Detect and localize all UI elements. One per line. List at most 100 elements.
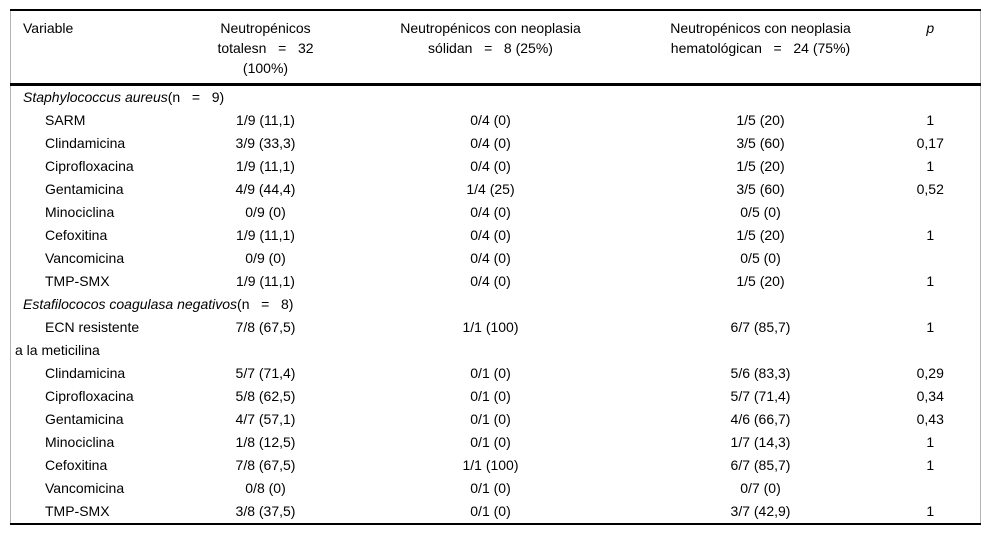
table-row: ECN resistente a la meticilina 7/8 (67,5… — [11, 316, 981, 362]
variable-cell: Ciprofloxacina — [45, 158, 134, 174]
hematologic-cell: 6/7 (85,7) — [730, 319, 791, 335]
p-value-cell: 1 — [926, 434, 935, 450]
column-header-variable: Variable — [10, 10, 191, 86]
variable-line2: a la meticilina — [15, 342, 100, 358]
variable-cell: Minociclina — [45, 204, 115, 220]
total-cell: 0/8 (0) — [245, 480, 286, 496]
hematologic-cell: 0/7 (0) — [740, 480, 781, 496]
hematologic-cell: 6/7 (85,7) — [730, 457, 791, 473]
variable-cell: Minociclina — [45, 434, 115, 450]
variable-cell: Gentamicina — [45, 181, 124, 197]
solid-tumor-cell: 0/4 (0) — [470, 112, 511, 128]
total-cell: 4/7 (57,1) — [235, 411, 296, 427]
table-row: Ciprofloxacina 5/8 (62,5) 0/1 (0) 5/7 (7… — [11, 385, 981, 408]
table-row: Vancomicina 0/9 (0) 0/4 (0) 0/5 (0) — [11, 247, 981, 270]
variable-cell: Clindamicina — [45, 365, 126, 381]
total-cell: 1/8 (12,5) — [235, 434, 296, 450]
solid-tumor-cell: 0/1 (0) — [470, 388, 511, 404]
p-value-cell: 0,52 — [916, 181, 944, 197]
variable-cell: SARM — [45, 112, 86, 128]
p-value-cell: 1 — [926, 503, 935, 519]
solid-tumor-cell: 0/1 (0) — [470, 434, 511, 450]
p-value-cell: 1 — [926, 273, 935, 289]
solid-tumor-cell: 1/1 (100) — [462, 319, 519, 335]
hematologic-cell: 5/6 (83,3) — [730, 365, 791, 381]
solid-tumor-cell: 0/4 (0) — [470, 204, 511, 220]
table-row: Cefoxitina 1/9 (11,1) 0/4 (0) 1/5 (20) 1 — [11, 224, 981, 247]
p-value-cell — [881, 201, 981, 224]
section-name: Staphylococcus aureus — [23, 89, 168, 105]
solid-tumor-cell: 0/4 (0) — [470, 158, 511, 174]
table-row: Clindamicina 3/9 (33,3) 0/4 (0) 3/5 (60)… — [11, 132, 981, 155]
total-cell: 7/8 (67,5) — [235, 319, 296, 335]
column-header-solid-tumor-line2: sólidan = 8 (25%) — [428, 40, 553, 56]
p-value-cell: 0,34 — [916, 388, 944, 404]
p-value-cell: 1 — [926, 227, 935, 243]
table-row: Minociclina 0/9 (0) 0/4 (0) 0/5 (0) — [11, 201, 981, 224]
section-n: (n = 9) — [167, 89, 225, 105]
table-row: SARM 1/9 (11,1) 0/4 (0) 1/5 (20) 1 — [11, 109, 981, 132]
column-header-total-line1: Neutropénicos — [220, 20, 311, 36]
total-cell: 5/7 (71,4) — [235, 365, 296, 381]
section-header-cell: Staphylococcus aureus(n = 9) — [11, 85, 981, 110]
column-header-total-line2: totalesn = 32 — [217, 40, 314, 56]
p-value-cell — [881, 477, 981, 500]
p-value-cell: 1 — [926, 319, 935, 335]
solid-tumor-cell: 0/4 (0) — [470, 273, 511, 289]
table-row: TMP-SMX 1/9 (11,1) 0/4 (0) 1/5 (20) 1 — [11, 270, 981, 293]
variable-line1: ECN resistente — [45, 319, 140, 335]
variable-cell: ECN resistente a la meticilina — [11, 316, 191, 362]
column-header-solid-tumor: Neutropénicos con neoplasia sólidan = 8 … — [340, 10, 641, 86]
variable-cell: Cefoxitina — [45, 457, 108, 473]
header-row: Variable Neutropénicos totalesn = 32 (10… — [10, 10, 981, 86]
hematologic-cell: 1/5 (20) — [736, 273, 785, 289]
variable-cell: Ciprofloxacina — [45, 388, 134, 404]
hematologic-cell: 1/7 (14,3) — [730, 434, 791, 450]
hematologic-cell: 1/5 (20) — [736, 227, 785, 243]
total-cell: 0/9 (0) — [245, 250, 286, 266]
column-header-hematologic-line1: Neutropénicos con neoplasia — [670, 20, 851, 36]
p-value-cell: 0,43 — [916, 411, 944, 427]
solid-tumor-cell: 0/1 (0) — [470, 365, 511, 381]
hematologic-cell: 1/5 (20) — [736, 158, 785, 174]
table-row: Vancomicina 0/8 (0) 0/1 (0) 0/7 (0) — [11, 477, 981, 500]
variable-cell: Cefoxitina — [45, 227, 108, 243]
table-row: Ciprofloxacina 1/9 (11,1) 0/4 (0) 1/5 (2… — [11, 155, 981, 178]
hematologic-cell: 0/5 (0) — [740, 250, 781, 266]
table-row: Minociclina 1/8 (12,5) 0/1 (0) 1/7 (14,3… — [11, 431, 981, 454]
column-header-total-line3: (100%) — [242, 60, 289, 76]
antibiotic-resistance-table-wrap: Variable Neutropénicos totalesn = 32 (10… — [10, 9, 981, 525]
hematologic-cell: 3/5 (60) — [736, 135, 785, 151]
p-value-cell — [881, 247, 981, 270]
section-header-row: Staphylococcus aureus(n = 9) — [11, 85, 981, 110]
total-cell: 1/9 (11,1) — [236, 227, 295, 243]
p-value-cell: 0,29 — [916, 365, 944, 381]
variable-cell: Gentamicina — [45, 411, 124, 427]
total-cell: 3/9 (33,3) — [235, 135, 296, 151]
variable-cell: Vancomicina — [45, 480, 125, 496]
table-row: Clindamicina 5/7 (71,4) 0/1 (0) 5/6 (83,… — [11, 362, 981, 385]
total-cell: 3/8 (37,5) — [235, 503, 296, 519]
solid-tumor-cell: 0/1 (0) — [470, 480, 511, 496]
total-cell: 7/8 (67,5) — [235, 457, 296, 473]
solid-tumor-cell: 0/4 (0) — [470, 227, 511, 243]
total-cell: 5/8 (62,5) — [235, 388, 296, 404]
section-header-cell: Estafilococos coagulasa negativos(n = 8) — [11, 293, 981, 316]
variable-cell: Vancomicina — [45, 250, 125, 266]
column-header-p: p — [880, 10, 981, 86]
p-value-cell: 1 — [926, 158, 935, 174]
solid-tumor-cell: 0/1 (0) — [470, 503, 511, 519]
total-cell: 4/9 (44,4) — [235, 181, 296, 197]
total-cell: 0/9 (0) — [245, 204, 286, 220]
total-cell: 1/9 (11,1) — [236, 158, 295, 174]
column-header-total: Neutropénicos totalesn = 32 (100%) — [190, 10, 341, 86]
table-row: TMP-SMX 3/8 (37,5) 0/1 (0) 3/7 (42,9) 1 — [11, 500, 981, 524]
solid-tumor-cell: 0/4 (0) — [470, 250, 511, 266]
hematologic-cell: 0/5 (0) — [740, 204, 781, 220]
table-row: Cefoxitina 7/8 (67,5) 1/1 (100) 6/7 (85,… — [11, 454, 981, 477]
variable-cell: Clindamicina — [45, 135, 126, 151]
column-header-hematologic: Neutropénicos con neoplasia hematológica… — [640, 10, 881, 86]
variable-cell: TMP-SMX — [45, 503, 110, 519]
table-row: Gentamicina 4/9 (44,4) 1/4 (25) 3/5 (60)… — [11, 178, 981, 201]
solid-tumor-cell: 0/1 (0) — [470, 411, 511, 427]
